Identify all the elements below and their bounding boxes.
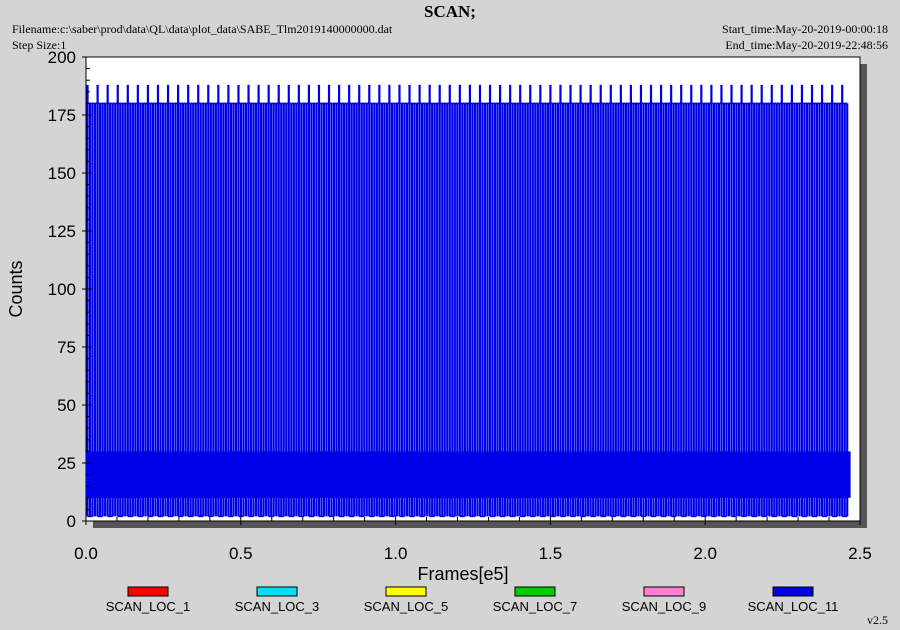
legend-label: SCAN_LOC_3: [235, 599, 320, 614]
start-time-label: Start_time:May-20-2019-00:00:18: [722, 22, 888, 36]
y-tick-label: 25: [57, 454, 76, 473]
filename-label: Filename:c:\saber\prod\data\QL\data\plot…: [12, 22, 393, 36]
y-tick-label: 175: [48, 106, 76, 125]
y-axis-label: Counts: [6, 260, 26, 317]
x-tick-label: 2.0: [693, 544, 717, 563]
legend-swatch: [643, 586, 685, 597]
legend-swatch: [772, 586, 814, 597]
scan-loc-11-end: [845, 451, 851, 498]
y-tick-label: 200: [48, 48, 76, 67]
chart-title: SCAN;: [424, 2, 476, 21]
legend-swatch: [514, 586, 556, 597]
legend-label: SCAN_LOC_1: [106, 599, 191, 614]
x-tick-label: 0.5: [229, 544, 253, 563]
legend-swatch: [127, 586, 169, 597]
y-tick-label: 125: [48, 222, 76, 241]
version-label: v2.5: [867, 613, 888, 627]
y-tick-label: 0: [67, 512, 76, 531]
legend-label: SCAN_LOC_7: [493, 599, 578, 614]
x-tick-label: 1.0: [384, 544, 408, 563]
end-time-label: End_time:May-20-2019-22:48:56: [725, 38, 888, 52]
legend-label: SCAN_LOC_5: [364, 599, 449, 614]
y-tick-label: 75: [57, 338, 76, 357]
legend-label: SCAN_LOC_9: [622, 599, 707, 614]
y-tick-label: 100: [48, 280, 76, 299]
x-axis-label: Frames[e5]: [417, 564, 508, 584]
x-tick-label: 1.5: [539, 544, 563, 563]
x-tick-label: 0.0: [74, 544, 98, 563]
legend-label: SCAN_LOC_11: [748, 599, 839, 614]
legend-swatch: [256, 586, 298, 597]
x-tick-label: 2.5: [848, 544, 872, 563]
legend-swatch: [385, 586, 427, 597]
step-size-label: Step Size:1: [12, 38, 67, 52]
y-tick-label: 150: [48, 164, 76, 183]
y-tick-label: 50: [57, 396, 76, 415]
